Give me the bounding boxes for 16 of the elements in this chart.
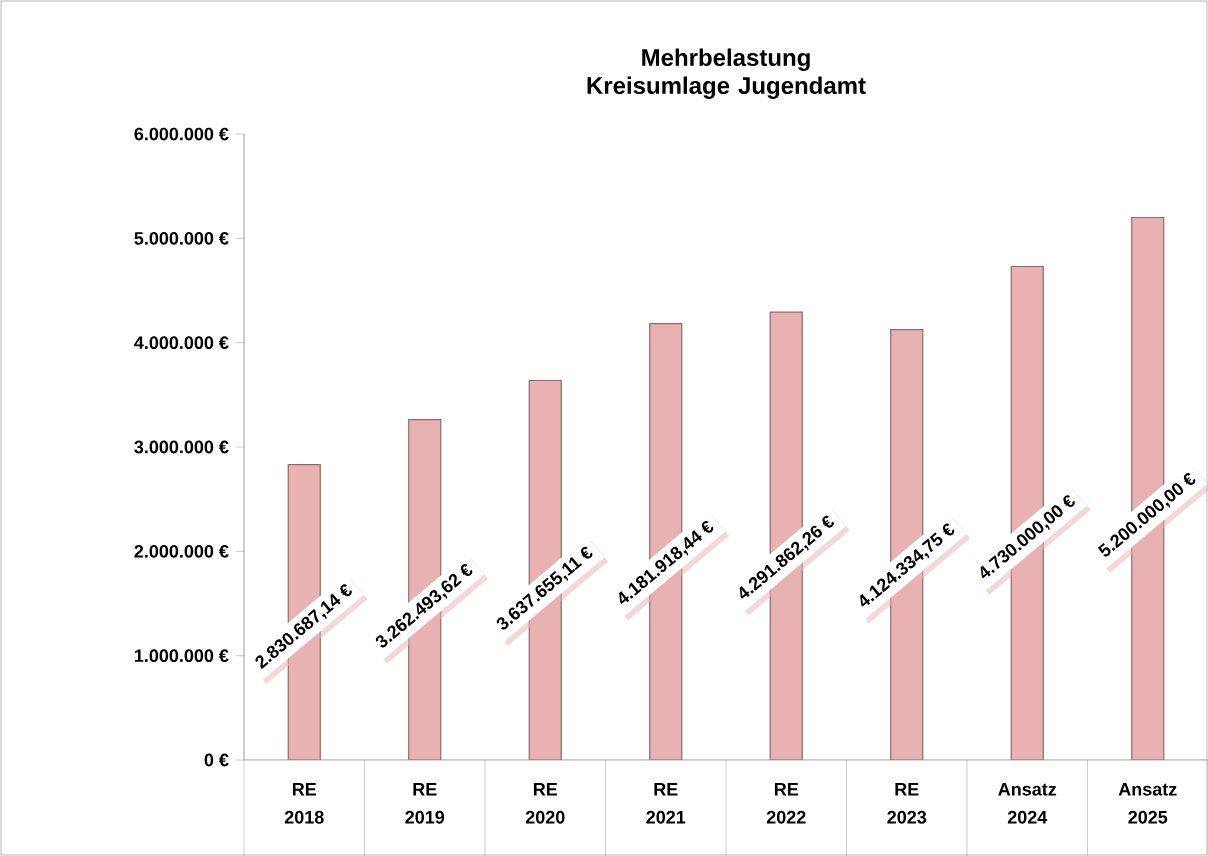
x-tick-label: RE 2022	[766, 783, 806, 824]
x-tick-label: Ansatz 2024	[998, 783, 1057, 824]
chart-title: Mehrbelastung Kreisumlage Jugendamt	[587, 48, 866, 99]
y-tick-label: 1.000.000 €	[134, 649, 229, 663]
y-tick-label: 5.000.000 €	[134, 231, 229, 245]
x-tick-label: RE 2023	[887, 783, 927, 824]
y-tick-label: 0 €	[204, 753, 229, 767]
y-tick-label: 4.000.000 €	[134, 336, 229, 350]
x-tick-label: RE 2021	[646, 783, 686, 824]
y-tick-label: 6.000.000 €	[134, 127, 229, 141]
x-tick-label: RE 2019	[405, 783, 445, 824]
x-tick-label: Ansatz 2025	[1118, 783, 1177, 824]
x-tick-label: RE 2018	[284, 783, 324, 824]
y-tick-label: 3.000.000 €	[134, 440, 229, 454]
y-tick-label: 2.000.000 €	[134, 544, 229, 558]
x-tick-label: RE 2020	[525, 783, 565, 824]
